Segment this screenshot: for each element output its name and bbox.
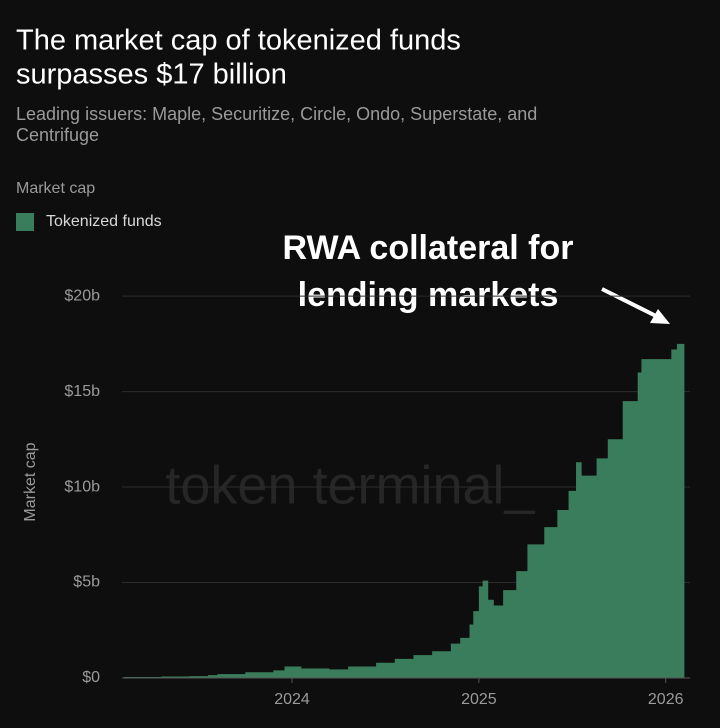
subtitle: Centrifuge bbox=[16, 125, 99, 145]
annotation: RWA collateral for bbox=[283, 229, 574, 267]
x-tick-label: 2025 bbox=[461, 691, 497, 708]
y-tick-label: $15b bbox=[64, 383, 100, 400]
watermark: token terminal_ bbox=[165, 455, 535, 515]
chart-title: The market cap of tokenized funds bbox=[16, 25, 461, 57]
chart-title: surpasses $17 billion bbox=[16, 59, 287, 91]
annotation: lending markets bbox=[298, 276, 559, 314]
x-tick-label: 2026 bbox=[648, 691, 684, 708]
y-tick-label: $20b bbox=[64, 287, 100, 304]
legend-title: Market cap bbox=[16, 180, 95, 197]
y-tick-label: $5b bbox=[73, 574, 100, 591]
y-tick-label: $10b bbox=[64, 478, 100, 495]
area bbox=[123, 343, 685, 678]
legend-swatch bbox=[16, 213, 34, 231]
y-axis-label: Market cap bbox=[22, 442, 39, 521]
subtitle: Leading issuers: Maple, Securitize, Circ… bbox=[16, 104, 537, 124]
x-tick-label: 2024 bbox=[274, 691, 310, 708]
y-tick-label: $0 bbox=[82, 669, 100, 686]
legend-label: Tokenized funds bbox=[46, 213, 162, 230]
annotation-arrow bbox=[601, 287, 670, 324]
